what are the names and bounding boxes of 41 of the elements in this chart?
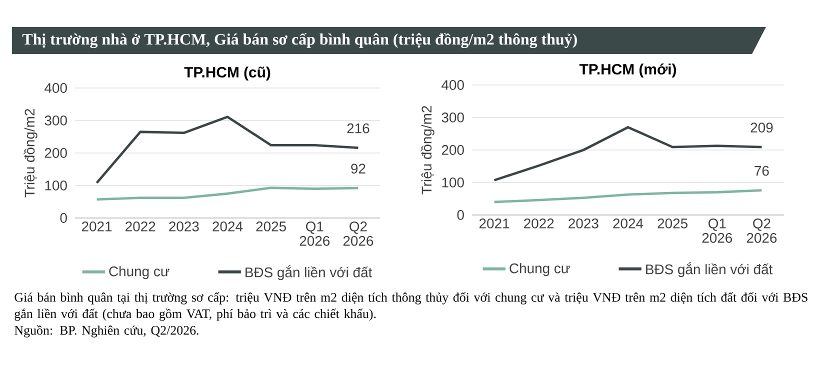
x-tick-label: 2021 bbox=[479, 218, 510, 228]
y-tick-label: 300 bbox=[44, 116, 67, 126]
legend-label: Chung cư bbox=[109, 266, 170, 280]
chart-title: TP.HCM (cũ) bbox=[184, 66, 270, 80]
x-tick-label: 2025 bbox=[658, 218, 688, 228]
x-tick-label: Q2 2026 bbox=[343, 222, 374, 246]
line-series bbox=[493, 189, 763, 204]
x-tick-label: 2024 bbox=[212, 222, 243, 232]
text: Thị trường nhà ở TP.HCM, Giá bán sơ cấp bình quân (triệu đồng/m2 thông thuỷ) bbox=[22, 32, 577, 48]
data-label: 216 bbox=[347, 123, 370, 134]
x-tick-label: Q1 2026 bbox=[702, 218, 732, 243]
legend-label: Chung cư bbox=[510, 263, 570, 276]
data-label: 209 bbox=[750, 122, 773, 133]
x-tick-label: 2021 bbox=[82, 222, 112, 232]
y-tick-label: 0 bbox=[457, 210, 464, 220]
legend-label: BĐS gắn liền với đất bbox=[246, 265, 372, 280]
x-tick-label: 2024 bbox=[613, 218, 644, 228]
chart-title: TP.HCM (mới) bbox=[579, 63, 676, 78]
y-tick-label: 400 bbox=[44, 83, 67, 93]
y-tick-label: 200 bbox=[44, 148, 67, 158]
data-label: 92 bbox=[351, 164, 366, 174]
y-axis-title: Triệu đồng/m2 bbox=[24, 109, 38, 198]
text: Giá bán bình quân tại thị trường sơ cấp: triệu VNĐ trên m2 diện tích thông thủy đối với chung cư và triệu VNĐ trên m2 diện tích đất đối với BĐS gắn liền với đất (chưa bao gồm VAT, phí bảo trì và các chiết khấu). bbox=[14, 292, 808, 321]
x-tick-label: 2022 bbox=[524, 218, 554, 228]
y-axis-title: Triệu đồng/m2 bbox=[420, 106, 434, 194]
y-tick-label: 100 bbox=[442, 178, 464, 188]
line-series bbox=[96, 186, 360, 201]
x-tick-label: 2022 bbox=[126, 222, 156, 232]
x-tick-label: 2025 bbox=[256, 222, 286, 232]
x-tick-label: 2023 bbox=[568, 218, 598, 228]
data-label: 76 bbox=[754, 166, 769, 176]
text: Nguồn: BP. Nghiên cứu, Q2/2026. bbox=[14, 325, 198, 338]
legend-label: BĐS gắn liền với đất bbox=[646, 262, 773, 278]
y-tick-label: 0 bbox=[60, 213, 67, 223]
x-tick-label: Q1 2026 bbox=[300, 222, 330, 246]
y-tick-label: 300 bbox=[442, 112, 464, 122]
y-tick-label: 200 bbox=[442, 145, 464, 155]
y-tick-label: 100 bbox=[45, 180, 67, 190]
x-tick-label: Q2 2026 bbox=[746, 218, 777, 243]
x-tick-label: 2023 bbox=[169, 222, 199, 232]
y-tick-label: 400 bbox=[442, 80, 464, 90]
